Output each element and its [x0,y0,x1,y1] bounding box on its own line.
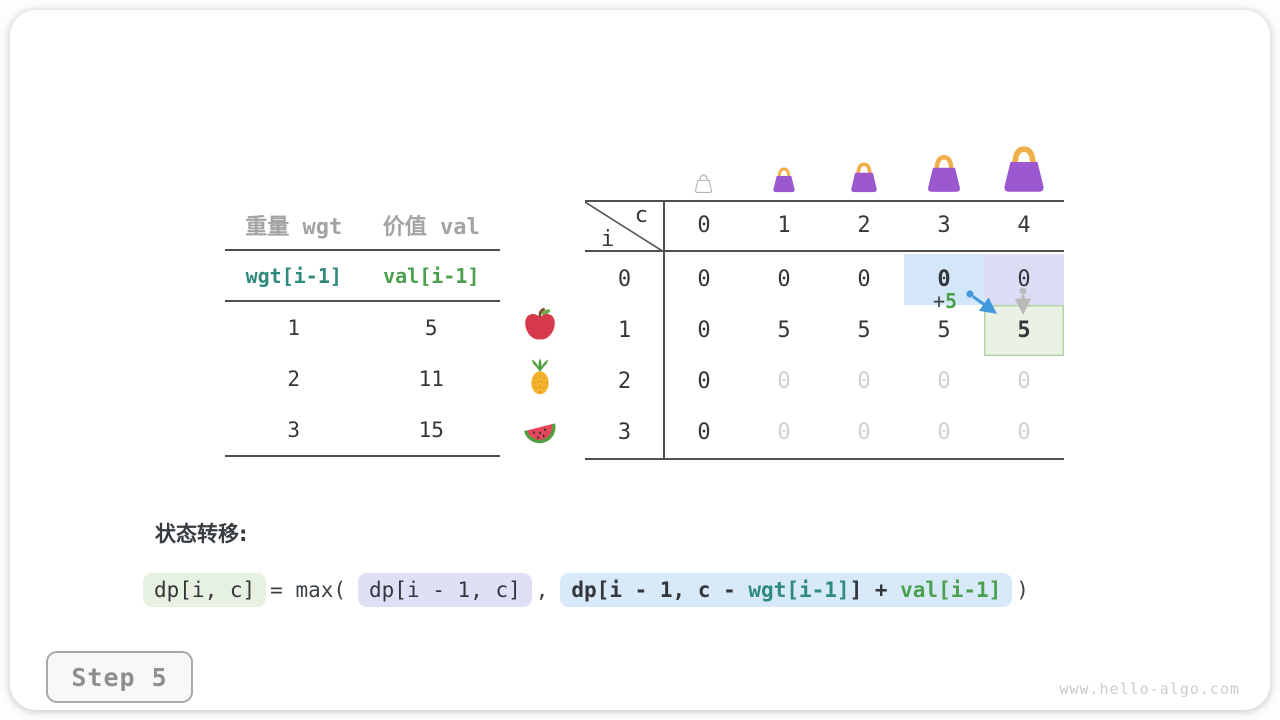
capacity-bags-row [585,136,1064,193]
transition-formula: dp[i, c] = max( dp[i - 1, c] , dp[i - 1,… [143,571,1033,609]
dp-cell: 5 [777,318,791,343]
dp-cell-pending: 0 [937,369,951,394]
formula-close-paren: ) [1016,578,1029,602]
items-table: 重量 wgt 价值 val wgt[i-1] val[i-1] 1 5 2 11… [225,200,500,457]
divider [225,249,500,251]
dp-cell-pending: 0 [857,420,871,445]
dp-cell-pending: 0 [857,369,871,394]
item-weight: 1 [287,315,301,340]
weight-column-header: 重量 wgt [245,214,343,240]
formula-comma: , [535,578,549,602]
formula-lhs-box: dp[i, c] [143,573,267,607]
row-header: 3 [617,420,632,445]
dp-cell: 5 [937,318,951,343]
items-table-header: 重量 wgt 价值 val [225,200,500,249]
item-axis-label: i [601,227,615,252]
watermark: www.hello-algo.com [1059,680,1240,698]
row-header: 1 [617,318,632,343]
dp-cell: 0 [777,267,791,292]
item-value: 11 [418,366,444,391]
item-value: 5 [424,315,438,340]
dp-corner-cell: c i [585,202,664,252]
row-header: 2 [617,369,632,394]
dp-cell-pending: 0 [777,369,791,394]
dp-cell-pending: 0 [937,420,951,445]
divider [585,458,1064,460]
value-column-header: 价值 val [382,214,480,240]
val-index-label: val[i-1] [383,263,480,288]
dp-cell-above-highlighted: 0 [984,254,1064,305]
plus-value-annotation: +5 [933,289,958,313]
col-header: 1 [777,213,791,238]
dp-cell: 0 [697,318,711,343]
dp-cell: 0 [857,267,871,292]
dp-cell: 5 [857,318,871,343]
items-table-index-row: wgt[i-1] val[i-1] [225,251,500,300]
bag-small-icon [770,166,798,193]
dp-table-body: 0 0 0 0 0 0 1 0 5 5 5 5 2 0 [585,254,1064,458]
main-card: 重量 wgt 价值 val wgt[i-1] val[i-1] 1 5 2 11… [10,10,1270,710]
apple-icon [521,306,559,344]
formula-eq-max: = max( [270,578,347,602]
bag-xlarge-icon [998,144,1050,193]
col-header: 4 [1017,213,1031,238]
formula-arg2-part3: ] + [849,578,901,602]
col-header: 0 [697,213,711,238]
col-header: 3 [937,213,951,238]
pineapple-icon [521,358,559,396]
watermelon-icon [521,412,559,450]
item-row: 3 15 [225,404,500,455]
dp-table-header: c i 0 1 2 3 4 [585,202,1064,252]
step-badge: Step 5 [46,651,193,703]
dp-row: 2 0 0 0 0 0 [585,356,1064,407]
wgt-index-label: wgt[i-1] [245,263,342,288]
dp-cell: 0 [697,267,711,292]
divider [225,300,500,302]
formula-arg2-val: val[i-1] [900,578,1002,602]
dp-cell: 0 [697,420,711,445]
dp-row: 0 0 0 0 0 0 [585,254,1064,305]
dp-cell-current-highlighted: 5 [984,305,1064,356]
item-weight: 2 [287,366,301,391]
formula-arg2-box: dp[i - 1, c - wgt[i-1]] + val[i-1] [560,573,1013,607]
dp-cell-pending: 0 [1017,420,1031,445]
divider [585,200,1064,202]
dp-row: 3 0 0 0 0 0 [585,407,1064,458]
transition-heading: 状态转移: [155,522,248,546]
bag-medium-icon [847,161,881,193]
dp-cell-pending: 0 [777,420,791,445]
row-header: 0 [617,267,632,292]
formula-arg2-part1: dp[i - 1, c - [571,578,749,602]
empty-bag-icon [693,173,714,193]
col-header: 2 [857,213,871,238]
item-weight: 3 [287,417,301,442]
formula-arg1-box: dp[i - 1, c] [358,573,532,607]
bag-large-icon [923,153,965,193]
item-row: 1 5 [225,302,500,353]
dp-row: 1 0 5 5 5 5 [585,305,1064,356]
formula-arg2-wgt: wgt[i-1] [748,578,850,602]
dp-cell-pending: 0 [1017,369,1031,394]
dp-table: c i 0 1 2 3 4 0 0 0 0 0 0 1 [585,200,1064,460]
capacity-axis-label: c [634,203,648,228]
item-row: 2 11 [225,353,500,404]
dp-cell: 0 [697,369,711,394]
diagonal-line [585,202,664,252]
item-value: 15 [418,417,444,442]
divider [663,200,665,460]
divider [225,455,500,457]
